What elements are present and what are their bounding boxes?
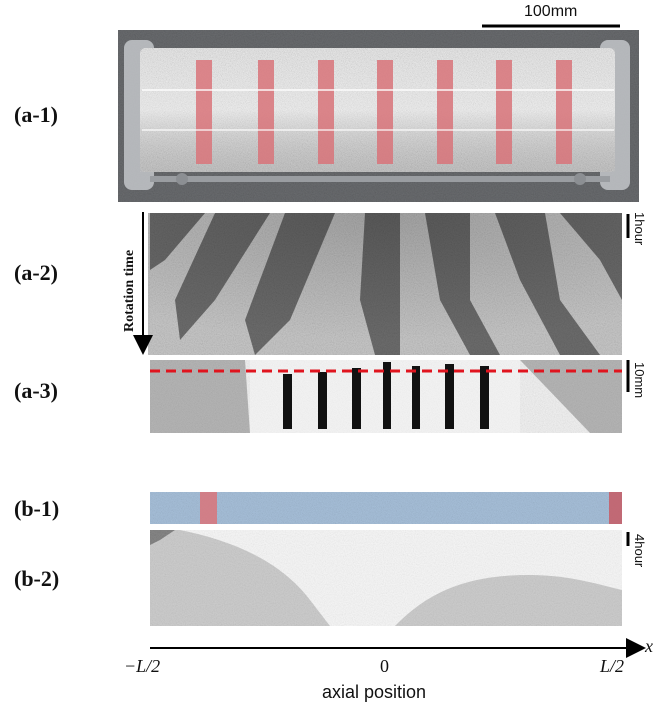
photo-b1 xyxy=(150,492,622,524)
panel-label-a3: (a-3) xyxy=(14,378,58,403)
panel-label-a1: (a-1) xyxy=(14,102,58,127)
dark-bands-a3 xyxy=(283,362,489,429)
rotation-time-label: Rotation time xyxy=(122,249,137,332)
plot-a3 xyxy=(150,360,622,433)
axis-caption: axial position xyxy=(322,682,427,702)
axis-tick-left: −L/2 xyxy=(124,656,161,676)
photo-a1 xyxy=(118,30,639,202)
panel-label-a2: (a-2) xyxy=(14,260,58,285)
red-bands-a1 xyxy=(196,60,572,164)
axis-tick-center: 0 xyxy=(380,656,389,676)
panel-label-b2: (b-2) xyxy=(14,566,60,591)
scale-label-1hour: 1hour xyxy=(632,212,647,246)
panel-label-b1: (b-1) xyxy=(14,496,60,521)
scale-label-4hour: 4hour xyxy=(632,534,647,568)
plot-b2 xyxy=(150,530,622,626)
axis-var-label: x xyxy=(645,636,653,656)
axis-tick-right: L/2 xyxy=(600,656,625,676)
plot-a2 xyxy=(148,213,622,355)
scale-label-100mm: 100mm xyxy=(524,3,578,20)
scale-label-10mm: 10mm xyxy=(632,362,647,399)
